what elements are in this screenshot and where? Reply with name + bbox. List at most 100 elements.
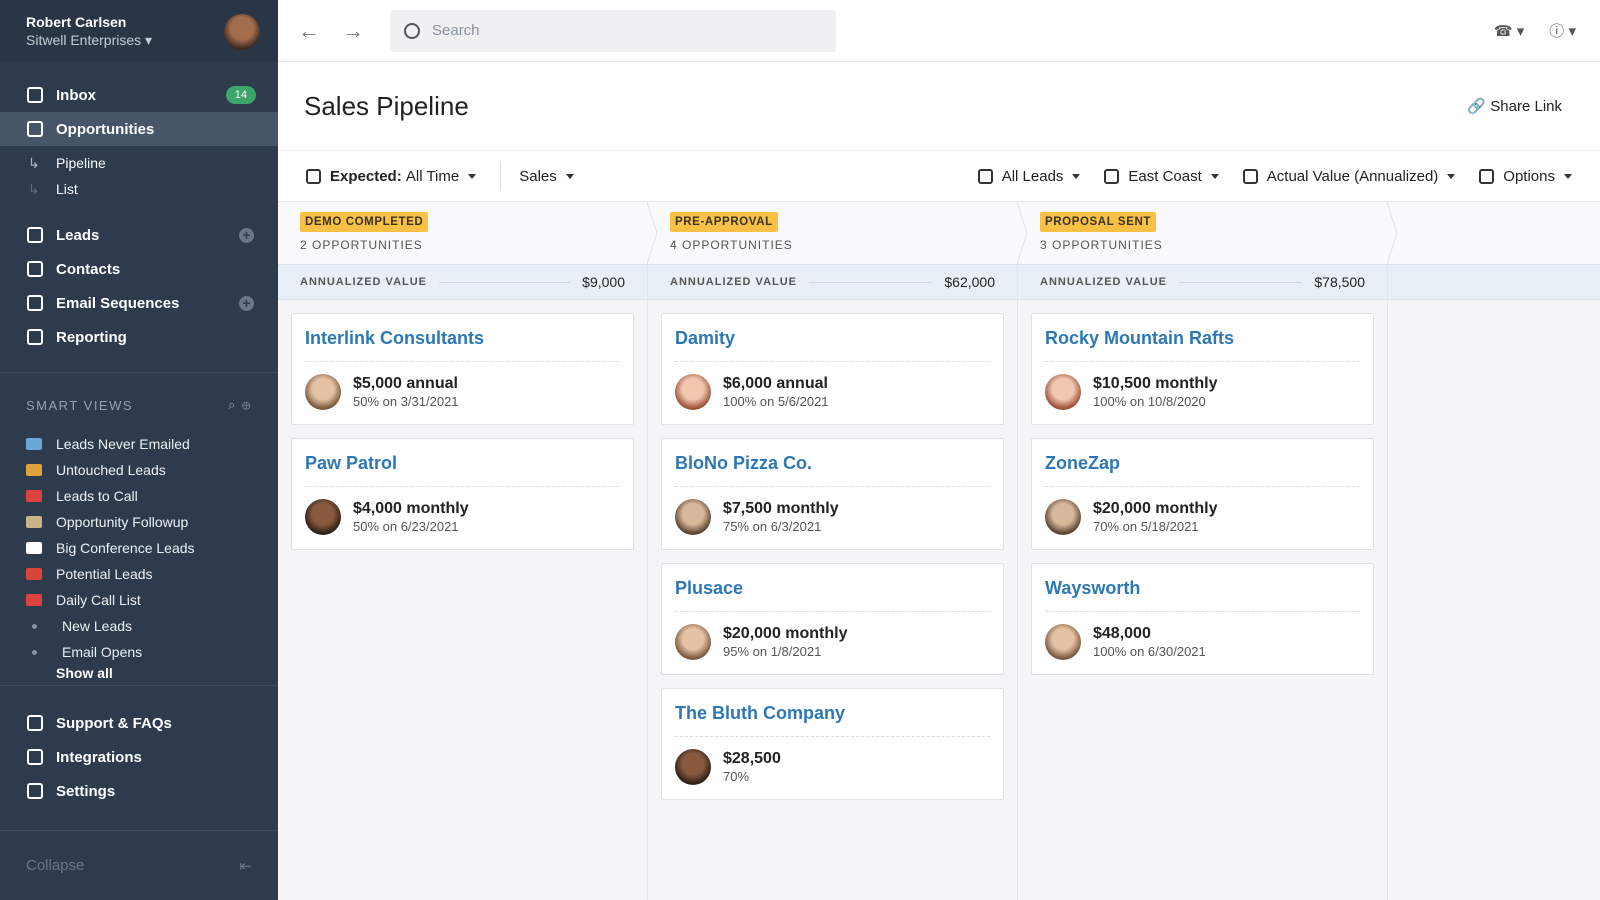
- card-row: $4,000 monthly 50% on 6/23/2021: [305, 499, 620, 535]
- value-label: ANNUALIZED VALUE: [300, 276, 428, 288]
- add-button[interactable]: +: [239, 227, 254, 243]
- nav-item[interactable]: Email Sequences +: [0, 286, 278, 320]
- sub-nav-item[interactable]: Pipeline: [0, 150, 278, 176]
- page-title: Sales Pipeline: [304, 90, 469, 121]
- value-bar: ANNUALIZED VALUE $62,000: [648, 264, 1017, 300]
- smart-views-actions[interactable]: ⌕ ⊕: [228, 397, 252, 412]
- nav-item[interactable]: Reporting: [0, 320, 278, 354]
- card-row: $5,000 annual 50% on 3/31/2021: [305, 374, 620, 410]
- nav-item[interactable]: Contacts: [0, 252, 278, 286]
- opportunity-amount: $20,000 monthly: [1093, 500, 1218, 517]
- opportunity-detail: 100% on 10/8/2020: [1093, 394, 1206, 409]
- nav-item[interactable]: Settings: [0, 774, 278, 808]
- opportunity-amount: $5,000 annual: [353, 375, 458, 392]
- opportunity-card[interactable]: Plusace $20,000 monthly 95% on 1/8/2021: [661, 563, 1004, 675]
- lead-name: ZoneZap: [1045, 453, 1360, 487]
- opportunity-amount: $4,000 monthly: [353, 500, 469, 517]
- filter[interactable]: East Coast: [1104, 168, 1218, 185]
- filter[interactable]: Options: [1479, 168, 1572, 185]
- opportunity-card[interactable]: BloNo Pizza Co. $7,500 monthly 75% on 6/3/…: [661, 438, 1004, 550]
- opportunity-detail: 95% on 1/8/2021: [723, 644, 822, 659]
- contact-avatar: [675, 624, 711, 660]
- opportunity-count: 2 OPPORTUNITIES: [300, 238, 423, 252]
- separator: [0, 685, 278, 686]
- smart-view[interactable]: Opportunity Followup: [0, 509, 278, 535]
- smart-view-icon: [32, 649, 37, 655]
- collapse-button[interactable]: Collapse ⇤: [0, 830, 278, 900]
- add-button[interactable]: +: [239, 295, 254, 311]
- lead-name: The Bluth Company: [675, 703, 990, 737]
- stage-badge: PRE-APPROVAL: [670, 212, 778, 232]
- calendar-icon: [306, 168, 321, 184]
- smart-view-icon: [26, 542, 42, 554]
- smart-view-icon: [26, 568, 42, 580]
- smart-view[interactable]: Big Conference Leads: [0, 535, 278, 561]
- nav-label: Email Sequences: [56, 294, 180, 312]
- filter[interactable]: Actual Value (Annualized): [1242, 168, 1456, 185]
- opportunity-detail: 70% on 5/18/2021: [1093, 519, 1199, 534]
- pipeline-column: PRE-APPROVAL 4 OPPORTUNITIES ANNUALIZED VA…: [648, 202, 1028, 900]
- smart-view[interactable]: Potential Leads: [0, 561, 278, 587]
- smart-view[interactable]: New Leads: [0, 613, 278, 639]
- opportunity-card[interactable]: Damity $6,000 annual 100% on 5/6/2021: [661, 313, 1004, 425]
- filter-icon: [977, 168, 993, 184]
- nav-icon: [27, 329, 43, 345]
- nav-label: Contacts: [56, 260, 121, 278]
- contact-avatar: [675, 499, 711, 535]
- phone-help-menus[interactable]: ☎ ▾ ⓘ ▾: [1493, 23, 1576, 40]
- smart-view-icon: [26, 594, 42, 606]
- smart-view-label: Big Conference Leads: [56, 540, 195, 556]
- opportunity-card[interactable]: Interlink Consultants $5,000 annual 50% on…: [291, 313, 634, 425]
- pipeline-value: Sales: [519, 167, 557, 185]
- nav-item[interactable]: Inbox 14: [0, 78, 278, 112]
- value-bar: ANNUALIZED VALUE $78,500: [1018, 264, 1387, 300]
- show-all-link[interactable]: Show all: [56, 665, 113, 679]
- collapse-icon: ⇤: [239, 857, 252, 875]
- opportunity-detail: 100% on 6/30/2021: [1093, 644, 1206, 659]
- smart-view-label: New Leads: [62, 618, 133, 634]
- sub-nav-item[interactable]: List: [0, 176, 278, 202]
- opportunity-card[interactable]: The Bluth Company $28,500 70%: [661, 688, 1004, 800]
- pipeline-filter[interactable]: Sales: [519, 168, 574, 185]
- nav-icon: [27, 227, 43, 243]
- opportunity-card[interactable]: Waysworth $48,000 100% on 6/30/2021: [1031, 563, 1374, 675]
- column-value: $62,000: [944, 274, 995, 290]
- nav-item[interactable]: Opportunities: [0, 112, 278, 146]
- value-label: ANNUALIZED VALUE: [1040, 276, 1168, 288]
- expected-filter[interactable]: Expected: All Time: [306, 168, 476, 185]
- smart-view[interactable]: Email Opens: [0, 639, 278, 665]
- filter[interactable]: All Leads: [977, 168, 1081, 185]
- card-text: $20,000 monthly 95% on 1/8/2021: [723, 625, 848, 659]
- filter-icon: [1479, 168, 1495, 184]
- opportunity-card[interactable]: ZoneZap $20,000 monthly 70% on 5/18/2021: [1031, 438, 1374, 550]
- account-switcher[interactable]: Robert Carlsen Sitwell Enterprises: [0, 0, 278, 62]
- share-link-button[interactable]: 🔗 Share Link: [1467, 98, 1562, 115]
- pipeline-board: DEMO COMPLETED 2 OPPORTUNITIES ANNUALIZED …: [278, 202, 1600, 900]
- smart-view[interactable]: Daily Call List: [0, 587, 278, 613]
- smart-views-header: SMART VIEWS ⌕ ⊕: [0, 383, 278, 431]
- opportunity-card[interactable]: Paw Patrol $4,000 monthly 50% on 6/23/2021: [291, 438, 634, 550]
- back-button[interactable]: ←: [298, 17, 320, 43]
- opportunity-card[interactable]: Rocky Mountain Rafts $10,500 monthly 100% …: [1031, 313, 1374, 425]
- search-box[interactable]: Search: [390, 9, 836, 52]
- nav-item[interactable]: Leads +: [0, 218, 278, 252]
- smart-view[interactable]: Untouched Leads: [0, 457, 278, 483]
- smart-view-label: Email Opens: [62, 644, 143, 660]
- card-row: $20,000 monthly 95% on 1/8/2021: [675, 624, 990, 660]
- card-row: $6,000 annual 100% on 5/6/2021: [675, 374, 990, 410]
- smart-view[interactable]: Leads Never Emailed: [0, 431, 278, 457]
- smart-view-icon: [26, 464, 42, 476]
- opportunity-detail: 70%: [723, 769, 750, 784]
- opportunity-amount: $28,500: [723, 750, 781, 767]
- nav-label: Settings: [56, 782, 116, 800]
- contact-avatar: [675, 374, 711, 410]
- nav-item[interactable]: Support & FAQs: [0, 706, 278, 740]
- nav-icon: [27, 783, 43, 799]
- nav-list: Inbox 14 Opportunities PipelineList Leads + Co…: [0, 62, 278, 808]
- nav-item[interactable]: Integrations: [0, 740, 278, 774]
- column-value: $78,500: [1314, 274, 1365, 290]
- smart-view[interactable]: Leads to Call: [0, 483, 278, 509]
- forward-button[interactable]: →: [342, 17, 364, 43]
- company-name: Sitwell Enterprises: [26, 32, 252, 49]
